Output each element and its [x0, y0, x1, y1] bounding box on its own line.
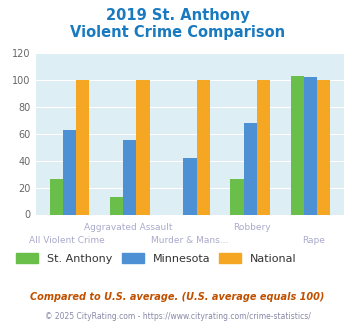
- Text: © 2025 CityRating.com - https://www.cityrating.com/crime-statistics/: © 2025 CityRating.com - https://www.city…: [45, 312, 310, 321]
- Bar: [76, 80, 89, 214]
- Bar: [244, 123, 257, 214]
- Text: Compared to U.S. average. (U.S. average equals 100): Compared to U.S. average. (U.S. average …: [30, 292, 325, 302]
- Bar: [304, 77, 317, 214]
- Bar: [110, 197, 123, 214]
- Bar: [183, 158, 197, 214]
- Bar: [230, 180, 244, 214]
- Bar: [50, 180, 63, 214]
- Bar: [63, 130, 76, 214]
- Bar: [136, 80, 149, 214]
- Text: Murder & Mans...: Murder & Mans...: [151, 236, 229, 245]
- Text: Violent Crime Comparison: Violent Crime Comparison: [70, 25, 285, 40]
- Legend: St. Anthony, Minnesota, National: St. Anthony, Minnesota, National: [16, 253, 297, 264]
- Text: Rape: Rape: [302, 236, 325, 245]
- Text: All Violent Crime: All Violent Crime: [28, 236, 104, 245]
- Text: Robbery: Robbery: [233, 223, 271, 232]
- Bar: [123, 140, 136, 214]
- Text: 2019 St. Anthony: 2019 St. Anthony: [106, 8, 249, 23]
- Bar: [290, 76, 304, 214]
- Text: Aggravated Assault: Aggravated Assault: [84, 223, 173, 232]
- Bar: [197, 80, 210, 214]
- Bar: [317, 80, 330, 214]
- Bar: [257, 80, 270, 214]
